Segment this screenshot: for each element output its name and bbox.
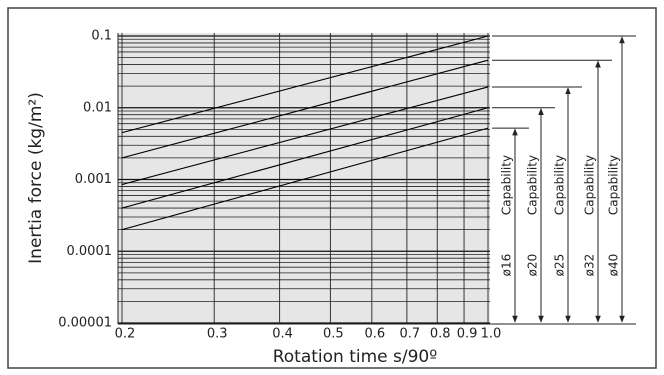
y-tick-label: 0.1 — [91, 29, 112, 44]
series-name: ø32 — [583, 254, 597, 277]
x-tick-label: 0.4 — [272, 327, 293, 342]
y-tick-label: 0.0001 — [67, 244, 113, 259]
series-name: ø16 — [500, 254, 514, 277]
x-tick-label: 0.6 — [364, 327, 385, 342]
capability-label: Capability — [526, 155, 540, 215]
series-line — [121, 59, 489, 159]
series-name: ø20 — [526, 254, 540, 277]
x-tick-label: 0.5 — [323, 327, 344, 342]
x-tick-label: 0.9 — [457, 327, 478, 342]
y-tick-label: 0.01 — [83, 100, 112, 115]
series-line — [121, 35, 489, 134]
x-tick-label: 1.0 — [481, 327, 502, 342]
x-tick-label: 0.7 — [400, 327, 421, 342]
y-tick-label: 0.00001 — [58, 316, 112, 331]
series-name: ø25 — [553, 254, 567, 277]
y-tick-label: 0.001 — [75, 172, 112, 187]
series-line — [121, 127, 489, 231]
x-tick-label: 0.2 — [115, 327, 136, 342]
x-axis-label: Rotation time s/90º — [273, 347, 438, 367]
series-line — [121, 86, 489, 186]
plot-area — [118, 33, 490, 324]
x-tick-label: 0.8 — [430, 327, 451, 342]
capability-label: Capability — [553, 155, 567, 215]
capability-label: Capability — [583, 155, 597, 215]
series-name: ø40 — [607, 254, 621, 277]
x-tick-label: 0.3 — [207, 327, 228, 342]
capability-label: Capability — [500, 155, 514, 215]
series-line — [121, 107, 489, 209]
y-axis-label: Inertia force (kg/m²) — [26, 92, 46, 264]
capability-label: Capability — [607, 155, 621, 215]
